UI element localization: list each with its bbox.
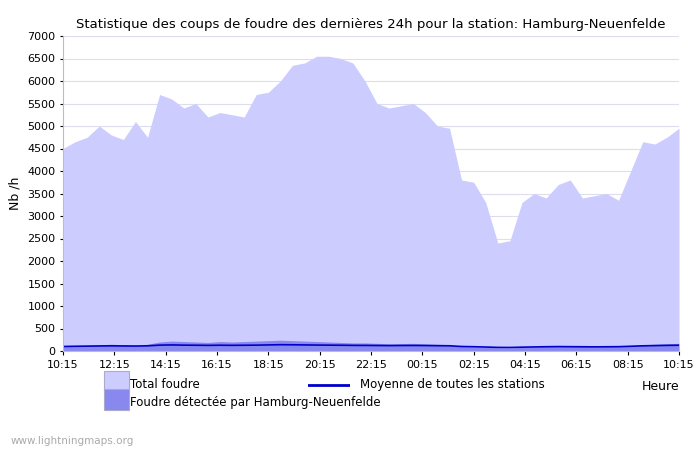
Title: Statistique des coups de foudre des dernières 24h pour la station: Hamburg-Neuen: Statistique des coups de foudre des dern…: [76, 18, 666, 31]
Text: Total foudre: Total foudre: [130, 378, 200, 391]
Text: Foudre détectée par Hamburg-Neuenfelde: Foudre détectée par Hamburg-Neuenfelde: [130, 396, 380, 409]
Y-axis label: Nb /h: Nb /h: [8, 177, 22, 210]
Text: www.lightningmaps.org: www.lightningmaps.org: [10, 436, 134, 446]
Text: Heure: Heure: [641, 380, 679, 393]
Text: Moyenne de toutes les stations: Moyenne de toutes les stations: [360, 378, 545, 391]
